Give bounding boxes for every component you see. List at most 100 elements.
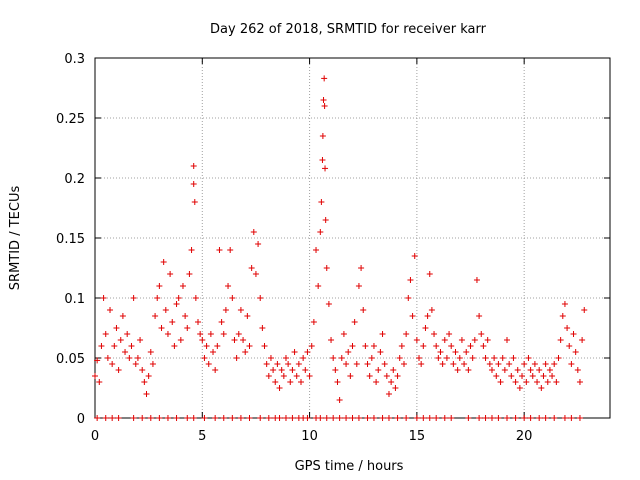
data-point [390,367,397,373]
data-point [529,373,536,379]
data-point [306,373,313,379]
data-point [322,165,329,172]
data-point-zero [441,415,448,421]
data-point [250,229,257,235]
data-point [201,355,208,361]
data-point [579,337,586,343]
data-point [343,361,350,367]
data-point-zero [403,415,410,421]
data-point-zero [465,415,472,421]
data-point [302,367,309,373]
data-point [171,343,178,349]
data-point [255,241,262,247]
data-point [549,373,556,379]
data-point [398,343,405,349]
data-point-zero [265,415,272,421]
data-point [557,337,564,343]
data-point [104,355,111,361]
data-point [319,133,326,139]
data-point [323,265,330,271]
data-point [313,247,320,253]
data-point [192,295,199,301]
data-point [441,337,448,343]
data-point [364,361,371,367]
data-point [360,307,367,313]
data-point [177,337,184,343]
data-point [117,337,124,343]
data-point [263,361,270,367]
data-point [322,217,329,223]
data-point [486,361,493,367]
data-point [424,313,431,319]
data-point-zero [317,415,324,421]
data-point-zero [164,415,171,421]
data-point [240,337,247,343]
data-point [94,357,101,364]
data-point-zero [156,415,163,421]
y-tick-label: 0.25 [56,112,85,127]
data-point [130,295,137,301]
data-point-zero [379,415,386,421]
data-point [154,295,161,301]
y-tick-label: 0 [77,412,85,427]
x-axis-ticks: 0 5 10 15 20 [91,58,532,444]
data-point-zero [102,415,109,421]
data-point-zero [184,415,191,421]
data-point [525,355,532,361]
data-point [216,247,223,253]
data-point [523,379,530,385]
data-point [355,283,362,289]
data-point [370,343,377,349]
data-point [111,343,118,349]
y-tick-label: 0.3 [64,52,85,67]
data-point [368,355,375,361]
data-point [113,325,120,331]
data-point [265,373,272,379]
data-point [126,355,133,361]
data-point [401,361,407,367]
data-point [282,355,289,361]
data-point [504,337,510,343]
data-point [358,265,365,271]
data-points [92,75,588,421]
data-point [454,367,461,373]
y-tick-label: 0.1 [64,292,85,307]
data-point [467,343,474,349]
data-point [456,355,463,361]
data-point [413,337,420,343]
data-point [124,331,131,337]
data-point [383,373,390,379]
data-point [396,355,403,361]
data-point-zero [355,415,362,421]
data-point-zero [257,415,264,421]
data-point [199,337,206,343]
data-point [375,367,382,373]
data-point [218,319,225,325]
data-point [325,301,332,307]
data-point [405,295,412,301]
data-point [190,181,197,187]
data-point [388,379,395,385]
data-point [521,361,528,367]
data-point-zero [448,415,455,421]
data-point [407,277,414,283]
data-point [287,379,294,385]
data-point [435,355,442,361]
data-point [576,379,583,385]
data-point [98,343,105,349]
data-point-zero [330,415,337,421]
data-point [362,343,369,349]
data-point [392,385,399,391]
data-point [581,307,588,313]
data-point-zero [289,415,296,421]
data-point [409,313,416,319]
data-point [156,283,163,289]
data-point [338,355,345,361]
data-point-zero [576,415,583,421]
data-point-zero [147,415,154,421]
data-point [222,307,229,313]
data-point [252,271,259,277]
x-tick-label: 0 [91,429,99,444]
data-point [190,163,197,169]
data-point-zero [521,415,528,421]
